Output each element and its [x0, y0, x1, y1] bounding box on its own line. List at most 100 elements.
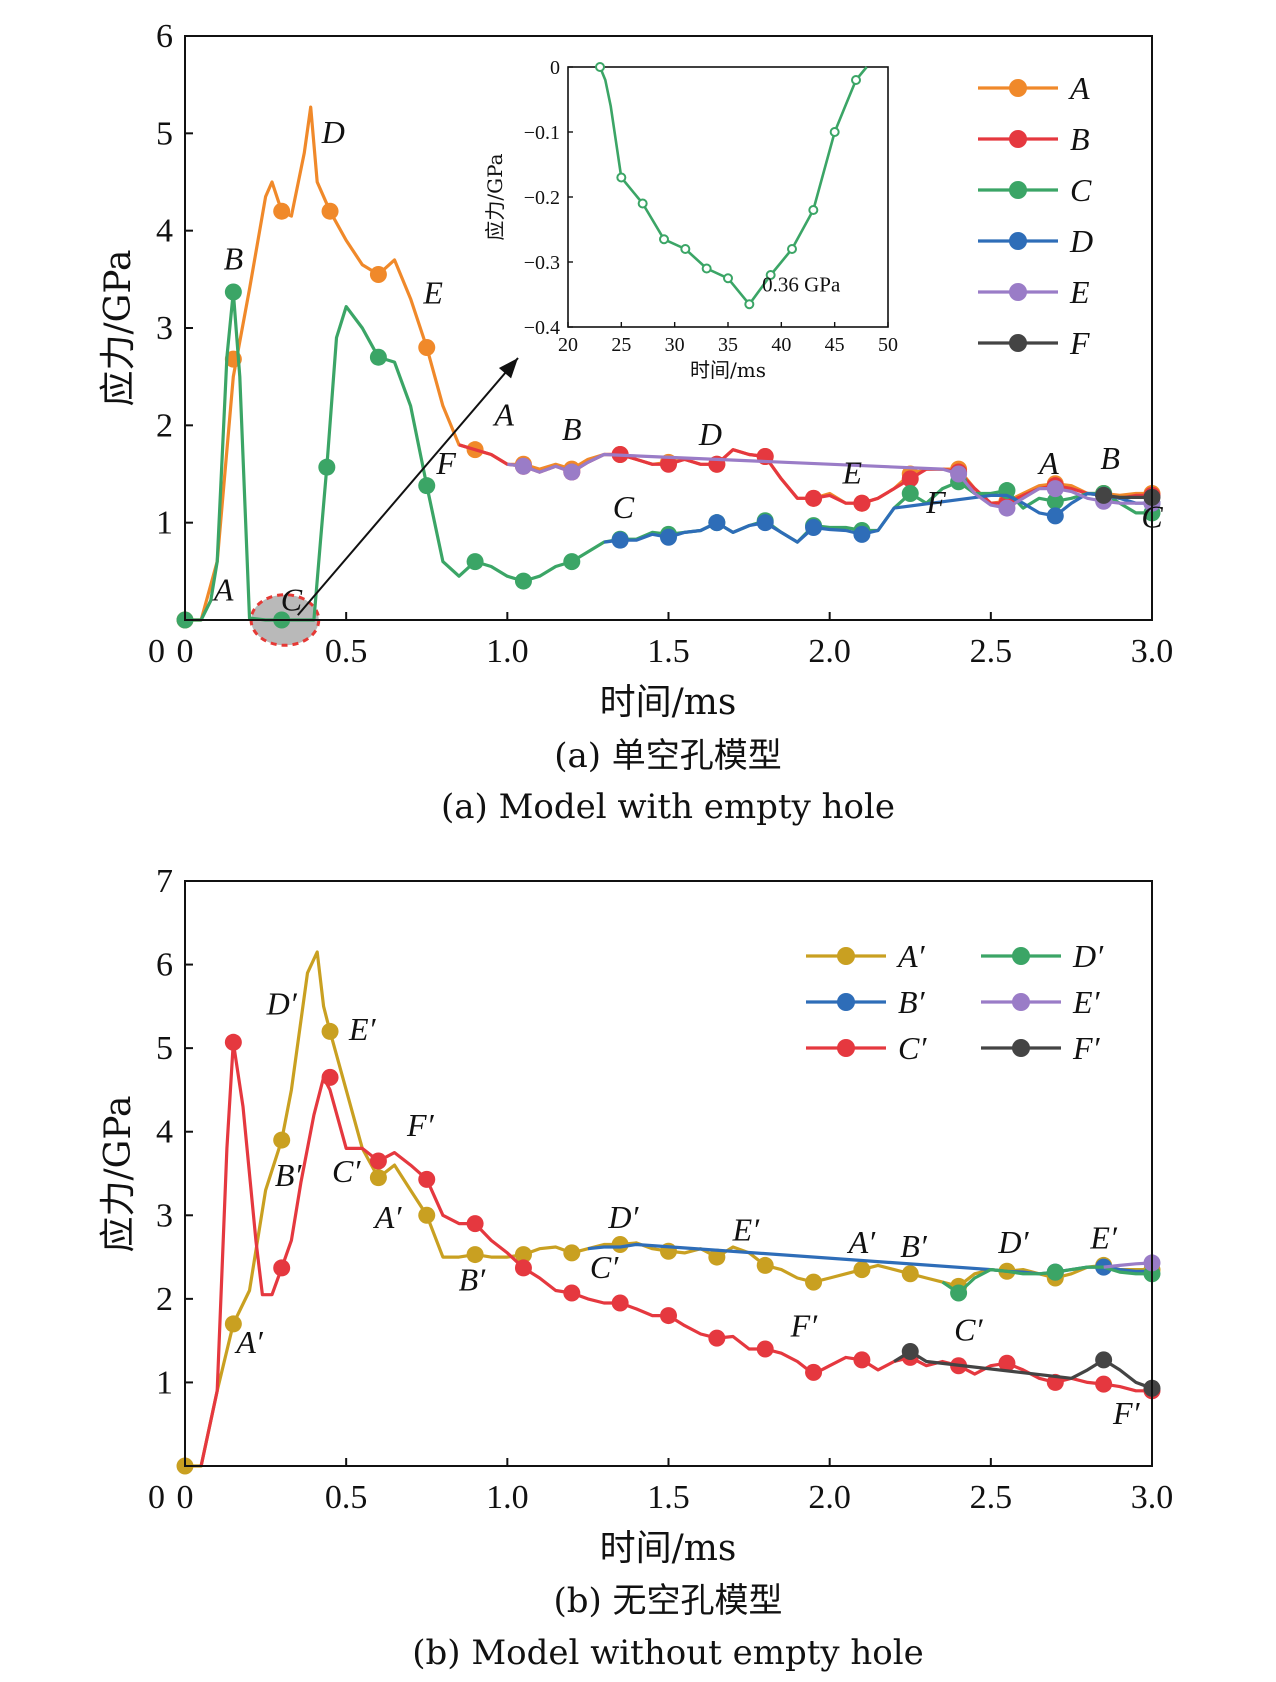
data-point: [950, 1284, 968, 1302]
point-label: E′: [348, 1011, 377, 1047]
point-label: D′: [997, 1224, 1029, 1260]
inset-data-point: [659, 234, 669, 245]
data-point: [950, 465, 968, 483]
origin-tick-label: 0: [148, 1479, 165, 1516]
point-label: C′: [332, 1153, 361, 1189]
data-point: [660, 528, 677, 546]
legend-swatch-marker: [1009, 334, 1027, 352]
panel-a-xlabel: 时间/ms: [600, 682, 737, 723]
inset-data-point: [765, 270, 776, 280]
legend-label: B′: [898, 984, 926, 1020]
x-tick-label: 1.5: [647, 633, 690, 670]
data-point: [853, 1261, 871, 1279]
legend-label: B: [1070, 121, 1090, 157]
inset-x-tick-label: 45: [825, 334, 845, 356]
inset-data-point: [744, 299, 755, 310]
x-tick-label: 3.0: [1131, 633, 1174, 670]
legend-item-a: A: [978, 70, 1090, 106]
x-tick-label: 1.5: [647, 1479, 690, 1516]
point-label: E: [841, 455, 862, 491]
data-point: [1095, 1375, 1113, 1393]
data-point: [1095, 486, 1113, 504]
data-point: [708, 514, 726, 532]
legend-item-e: E: [978, 274, 1090, 310]
panel-b-caption-en: (b) Model without empty hole: [412, 1633, 924, 1673]
y-tick-label: 3: [156, 310, 173, 347]
x-tick-label: 2.5: [970, 633, 1013, 670]
inset-y-tick-label: −0.4: [524, 317, 560, 339]
point-label: A: [1037, 445, 1059, 481]
x-tick-label: 2.0: [808, 633, 851, 670]
data-point: [756, 1256, 774, 1274]
point-label: F′: [1112, 1395, 1141, 1431]
series-d: [603, 486, 1161, 549]
point-label: A′: [373, 1199, 403, 1235]
origin-tick-label: 0: [148, 633, 165, 670]
series-f-prime: [893, 1343, 1161, 1397]
data-point: [901, 1265, 919, 1283]
data-point: [998, 499, 1016, 517]
inset-y-tick-label: −0.1: [524, 122, 560, 144]
point-label: B: [562, 411, 582, 447]
inset-x-tick-label: 35: [718, 334, 738, 356]
data-point: [756, 514, 774, 532]
inset-frame: [567, 66, 889, 328]
data-point: [563, 1284, 581, 1302]
data-point: [514, 1259, 532, 1277]
panel-a-series-lines: [176, 105, 1161, 647]
data-point: [563, 463, 581, 481]
inset-data-point: [851, 75, 861, 85]
data-point: [756, 1340, 774, 1358]
inset-y-tick-label: 0: [550, 57, 560, 79]
data-point: [321, 202, 339, 220]
point-label: A′: [234, 1324, 264, 1360]
legend-swatch-marker: [1009, 181, 1027, 199]
point-label: B′: [900, 1228, 928, 1264]
data-point: [514, 457, 532, 475]
data-point: [273, 1259, 291, 1277]
data-point: [660, 1307, 677, 1325]
data-point: [418, 338, 436, 356]
panel-a-inset: 20 25 30 35 40 45 50 0 −0.1 −0.2 −0.3 −0.4 0.36 GPa 时…: [483, 57, 898, 382]
data-point: [318, 458, 336, 476]
series-e: [507, 452, 1161, 517]
legend-label: E′: [1072, 984, 1101, 1020]
data-point: [563, 1244, 581, 1262]
x-tick-label: 1.0: [486, 633, 529, 670]
data-point: [901, 470, 919, 488]
legend-swatch-marker: [837, 947, 855, 965]
panel-b-axis-ticks: 0 0.5 1.0 1.5 2.0 2.5 3.0 1 2 3 4 5 6 7 0: [148, 863, 1173, 1516]
inset-data-point: [829, 127, 840, 137]
y-tick-label: 7: [156, 863, 173, 900]
data-point: [805, 519, 823, 537]
inset-data-point: [723, 273, 733, 284]
legend-swatch-marker: [1009, 130, 1027, 148]
legend-item-d-prime: D′: [981, 938, 1104, 974]
data-point: [1095, 1351, 1113, 1369]
point-label: A′: [847, 1224, 877, 1260]
x-tick-label: 2.0: [808, 1479, 851, 1516]
data-point: [563, 553, 581, 571]
point-label: D: [698, 416, 722, 452]
series-f: [1095, 486, 1161, 506]
data-point: [805, 1363, 823, 1381]
inset-y-tick-label: −0.3: [524, 252, 560, 274]
legend-swatch-marker: [1009, 283, 1027, 301]
y-tick-label: 3: [156, 1197, 173, 1234]
point-label: C: [613, 489, 635, 525]
data-point: [418, 1170, 436, 1188]
data-point: [466, 1246, 484, 1264]
inset-x-tick-label: 25: [611, 334, 631, 356]
point-label: B: [224, 241, 244, 277]
legend-swatch-marker: [1009, 232, 1027, 250]
data-point: [805, 1273, 823, 1291]
legend-swatch-marker: [1012, 993, 1030, 1011]
y-tick-label: 1: [156, 1364, 173, 1401]
panel-b-xlabel: 时间/ms: [600, 1528, 737, 1569]
data-point: [273, 1131, 291, 1149]
y-tick-label: 6: [156, 947, 173, 984]
panel-b-series-lines: [176, 950, 1161, 1475]
point-label: B′: [275, 1157, 303, 1193]
